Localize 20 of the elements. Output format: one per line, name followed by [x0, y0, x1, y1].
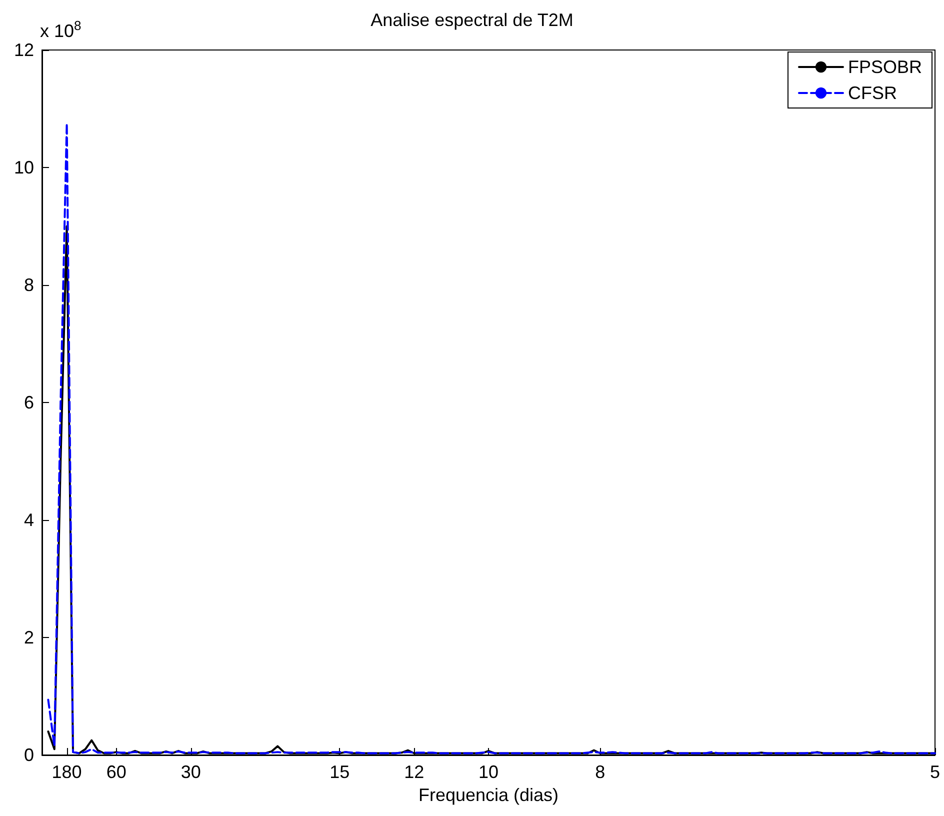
legend-label: CFSR [848, 83, 897, 103]
legend-label: FPSOBR [848, 57, 922, 77]
x-tick-label: 15 [330, 762, 350, 782]
x-axis-title: Frequencia (dias) [418, 784, 559, 805]
x-tick-label: 5 [930, 762, 940, 782]
y-tick-label: 12 [14, 40, 34, 60]
y-tick-label: 0 [24, 745, 34, 765]
x-tick-label: 8 [595, 762, 606, 782]
x-tick-label: 12 [404, 762, 424, 782]
x-tick-label: 30 [180, 762, 201, 782]
x-tick-label: 60 [106, 762, 126, 782]
x-tick-label: 10 [478, 762, 499, 782]
y-tick-label: 8 [24, 275, 34, 295]
y-tick-label: 4 [24, 510, 34, 530]
y-tick-label: 6 [24, 392, 34, 412]
chart-title: Analise espectral de T2M [370, 10, 574, 30]
y-tick-label: 10 [14, 158, 34, 178]
text: x 10$^{8}$ [40, 18, 82, 42]
x-tick-label: 180 [52, 762, 82, 782]
y-tick-label: 2 [24, 628, 34, 648]
